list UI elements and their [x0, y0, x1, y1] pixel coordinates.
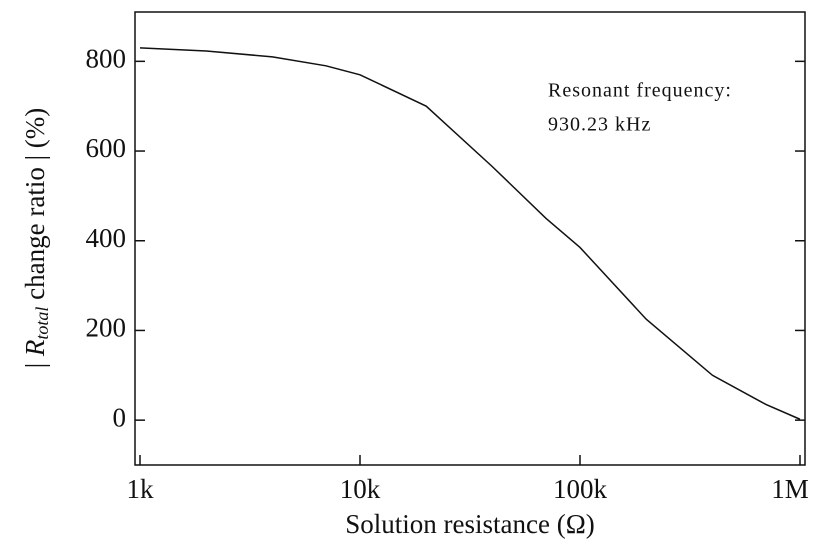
y-label-part: |	[20, 356, 50, 368]
x-tick-label: 10k	[340, 474, 381, 504]
x-tick-label: 1k	[127, 474, 155, 504]
y-tick-label: 400	[86, 223, 127, 253]
annotation: Resonant frequency:	[548, 80, 732, 102]
y-label-part: change ratio | (%)	[20, 108, 50, 307]
y-tick-label: 600	[86, 133, 127, 163]
x-tick-label: 100k	[553, 474, 608, 504]
plot-frame	[134, 11, 806, 466]
x-axis-label: Solution resistance (Ω)	[345, 509, 595, 539]
y-tick-label: 200	[86, 313, 127, 343]
x-tick-label: 1M	[771, 474, 809, 504]
y-axis-label: | Rtotal change ratio | (%)	[20, 108, 52, 368]
annotation: 930.23 kHz	[548, 114, 651, 136]
y-label-part: R	[20, 339, 50, 357]
y-tick-label: 800	[86, 44, 127, 74]
data-line	[139, 47, 801, 420]
y-label-part: total	[32, 307, 52, 340]
y-tick-label: 0	[113, 402, 127, 432]
